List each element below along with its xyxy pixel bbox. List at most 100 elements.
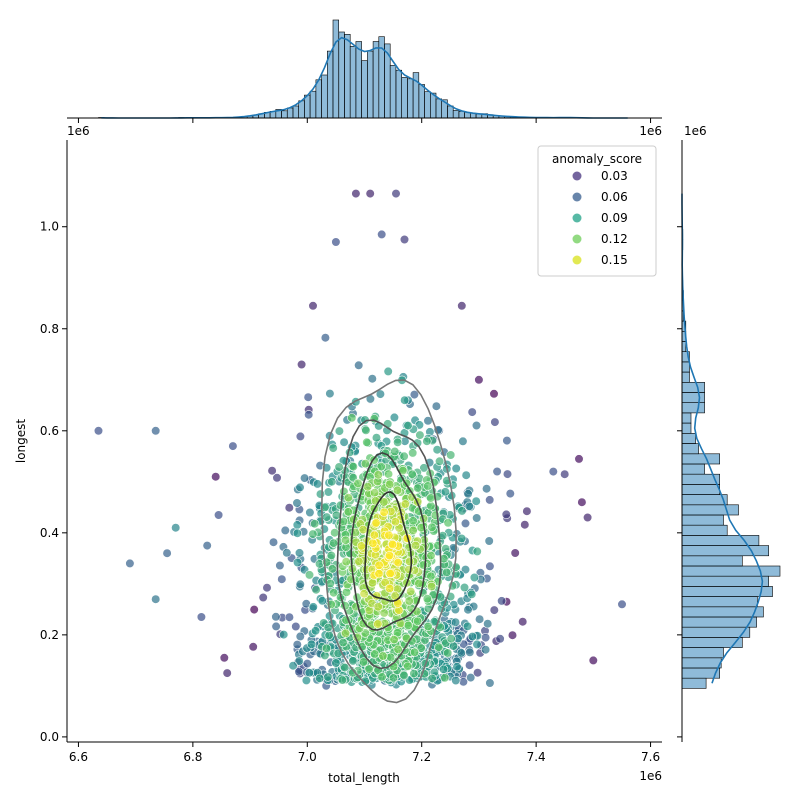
scatter-point: [125, 558, 135, 569]
scatter-point: [384, 530, 394, 540]
scatter-point: [432, 445, 442, 455]
scatter-point: [371, 518, 381, 528]
x-axis-label: total_length: [328, 771, 400, 785]
scatter-point: [385, 479, 395, 489]
scatter-point: [341, 557, 351, 567]
scatter-point: [404, 564, 414, 575]
scatter-point: [323, 672, 333, 682]
scatter-point: [489, 605, 499, 615]
scatter-point: [456, 648, 466, 658]
scatter-point: [292, 639, 302, 650]
scatter-point: [390, 446, 400, 457]
scatter-point: [378, 651, 388, 661]
marginal-y-bar: [681, 494, 728, 506]
marginal-y-bar: [681, 555, 743, 567]
scatter-point: [473, 668, 483, 678]
scatter-point: [317, 596, 327, 606]
scatter-point: [275, 560, 285, 571]
scatter-point: [364, 664, 374, 674]
scatter-point: [442, 567, 452, 578]
x-axis-multiplier: 1e6: [639, 769, 662, 783]
scatter-point: [403, 421, 413, 431]
y-ticks: 0.0 0.2 0.4 0.6 0.8 1.0: [40, 220, 682, 744]
scatter-point: [427, 581, 437, 592]
scatter-point: [304, 570, 315, 580]
scatter-point: [305, 507, 315, 518]
scatter-point: [510, 548, 520, 558]
scatter-point: [359, 589, 369, 599]
scatter-point: [577, 497, 587, 507]
scatter-point: [443, 518, 453, 528]
scatter-point: [373, 619, 383, 629]
scatter-point: [219, 653, 229, 663]
scatter-point: [311, 585, 321, 595]
marginal-x-bar: [338, 31, 345, 119]
marginal-x-bar: [281, 110, 288, 119]
scatter-point: [258, 592, 268, 603]
scatter-point: [389, 634, 399, 645]
marginal-y-bar: [681, 545, 769, 557]
scatter-point: [409, 390, 420, 400]
scatter-point: [295, 431, 306, 442]
scatter-point: [408, 525, 418, 536]
contour-line: [364, 491, 413, 602]
scatter-point: [426, 550, 436, 561]
scatter-point: [452, 662, 462, 672]
scatter-point: [440, 487, 451, 497]
scatter-point: [248, 642, 258, 652]
scatter-point: [472, 639, 482, 650]
scatter-point: [323, 487, 334, 497]
marginal-y-bar: [681, 524, 728, 536]
scatter-point: [374, 560, 384, 570]
scatter-point: [228, 441, 238, 451]
density-contours: [320, 379, 458, 704]
scatter-point: [300, 473, 310, 483]
y-tick-label: 0.4: [40, 526, 59, 540]
marginal-y-bar: [681, 647, 724, 659]
contour-line: [350, 451, 427, 631]
scatter-point: [522, 506, 532, 516]
marginal-y-bar: [681, 453, 721, 465]
marginal-x-bar: [332, 19, 339, 119]
marginal-histogram-y: [681, 193, 781, 689]
scatter-point: [294, 656, 304, 666]
x-tick-label: 7.0: [298, 750, 317, 764]
scatter-point: [361, 425, 371, 435]
marginal-x-left-multiplier: 1e6: [67, 124, 90, 138]
scatter-point: [457, 301, 467, 311]
scatter-point: [435, 456, 445, 466]
scatter-point: [393, 437, 403, 447]
scatter-point: [438, 531, 448, 541]
y-tick-label: 1.0: [40, 220, 59, 234]
scatter-point: [262, 583, 272, 593]
marginal-x-bar: [372, 41, 380, 119]
scatter-point: [93, 426, 104, 436]
scatter-point: [412, 606, 422, 617]
scatter-point: [461, 470, 471, 480]
scatter-point: [446, 450, 456, 460]
scatter-point: [399, 670, 409, 681]
scatter-point: [312, 479, 323, 489]
scatter-point: [369, 530, 380, 540]
scatter-point: [413, 483, 423, 493]
marginal-x-bar: [286, 107, 294, 119]
scatter-point: [151, 426, 161, 436]
scatter-point: [469, 572, 480, 583]
scatter-point: [343, 507, 353, 517]
scatter-point: [404, 596, 414, 606]
marginal-x-bar: [418, 84, 425, 119]
scatter-point: [338, 637, 348, 648]
marginal-x-bar: [309, 90, 317, 119]
scatter-point: [458, 436, 468, 446]
scatter-point: [320, 333, 331, 343]
scatter-point: [348, 656, 358, 666]
scatter-point: [292, 528, 303, 538]
scatter-point: [370, 649, 380, 659]
x-tick-label: 7.6: [641, 750, 660, 764]
marginal-x-bar: [344, 33, 351, 119]
marginal-y-bar: [681, 412, 692, 424]
scatter-point: [485, 495, 495, 505]
scatter-point: [214, 510, 224, 520]
marginal-x-bar: [424, 91, 431, 119]
scatter-point: [446, 634, 456, 644]
